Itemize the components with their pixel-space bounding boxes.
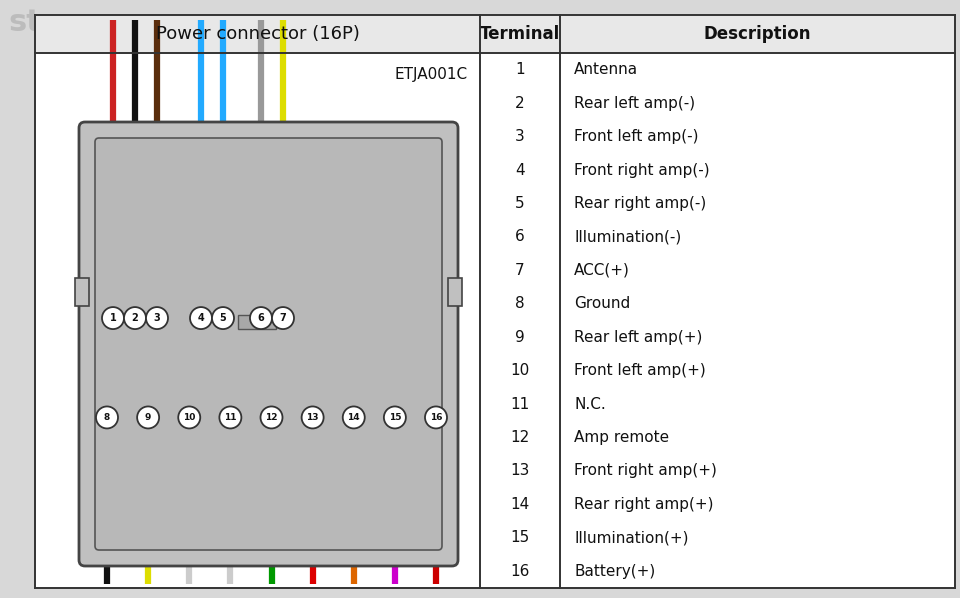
Text: Ground: Ground (574, 296, 631, 312)
Circle shape (272, 307, 294, 329)
Circle shape (425, 407, 447, 428)
Bar (75, 278, 89, 306)
Text: 11: 11 (511, 396, 530, 411)
Text: Power connector (16P): Power connector (16P) (156, 25, 359, 43)
Circle shape (301, 407, 324, 428)
Text: 10: 10 (183, 413, 196, 422)
Text: Terminal: Terminal (480, 25, 560, 43)
Text: 11: 11 (224, 413, 236, 422)
Text: Battery(+): Battery(+) (574, 564, 656, 579)
Text: 12: 12 (265, 413, 277, 422)
Text: 2: 2 (132, 313, 138, 323)
Text: 1: 1 (516, 62, 525, 77)
Text: Front right amp(-): Front right amp(-) (574, 163, 709, 178)
Circle shape (102, 307, 124, 329)
Text: 5: 5 (516, 196, 525, 211)
Text: Front left amp(-): Front left amp(-) (574, 129, 699, 144)
Text: 2: 2 (516, 96, 525, 111)
Circle shape (260, 407, 282, 428)
Circle shape (212, 307, 234, 329)
Text: 8: 8 (516, 296, 525, 312)
Text: N.C.: N.C. (574, 396, 606, 411)
Text: Rear right amp(+): Rear right amp(+) (574, 497, 713, 512)
Text: 4: 4 (516, 163, 525, 178)
Text: Rear left amp(+): Rear left amp(+) (574, 329, 703, 344)
Text: 1: 1 (109, 313, 116, 323)
Circle shape (179, 407, 201, 428)
Text: Rear left amp(-): Rear left amp(-) (574, 96, 695, 111)
Text: 8: 8 (104, 413, 110, 422)
Bar (35, 15, 955, 53)
Text: ACC(+): ACC(+) (574, 263, 630, 278)
Circle shape (220, 407, 241, 428)
Text: 12: 12 (511, 430, 530, 445)
Bar (238, 315, 276, 329)
Text: ETJA001C: ETJA001C (395, 68, 468, 83)
Text: Front left amp(+): Front left amp(+) (574, 363, 706, 378)
Text: 14: 14 (348, 413, 360, 422)
Text: Description: Description (704, 25, 811, 43)
Text: Amp remote: Amp remote (574, 430, 669, 445)
Circle shape (124, 307, 146, 329)
FancyBboxPatch shape (95, 138, 442, 550)
Text: 3: 3 (154, 313, 160, 323)
Text: Illumination(-): Illumination(-) (574, 230, 682, 245)
Text: Antenna: Antenna (574, 62, 638, 77)
Text: 15: 15 (389, 413, 401, 422)
Bar (448, 278, 462, 306)
Circle shape (96, 407, 118, 428)
Text: st: st (8, 8, 41, 37)
Text: Rear right amp(-): Rear right amp(-) (574, 196, 707, 211)
Text: 6: 6 (516, 230, 525, 245)
Text: 16: 16 (511, 564, 530, 579)
Text: 7: 7 (516, 263, 525, 278)
Text: 15: 15 (511, 530, 530, 545)
Text: Illumination(+): Illumination(+) (574, 530, 688, 545)
Text: Front right amp(+): Front right amp(+) (574, 463, 717, 478)
Text: 9: 9 (516, 329, 525, 344)
Text: 16: 16 (430, 413, 443, 422)
Text: 4: 4 (198, 313, 204, 323)
Text: 6: 6 (257, 313, 264, 323)
Text: 13: 13 (306, 413, 319, 422)
Circle shape (343, 407, 365, 428)
FancyBboxPatch shape (79, 122, 458, 566)
Circle shape (190, 307, 212, 329)
Circle shape (137, 407, 159, 428)
Text: 10: 10 (511, 363, 530, 378)
Text: 14: 14 (511, 497, 530, 512)
Text: 9: 9 (145, 413, 152, 422)
Text: 13: 13 (511, 463, 530, 478)
Text: 5: 5 (220, 313, 227, 323)
Circle shape (146, 307, 168, 329)
Text: 7: 7 (279, 313, 286, 323)
Circle shape (250, 307, 272, 329)
Circle shape (384, 407, 406, 428)
Text: 3: 3 (516, 129, 525, 144)
